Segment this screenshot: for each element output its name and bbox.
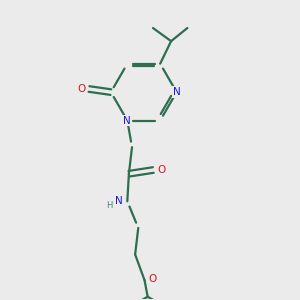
Text: N: N: [173, 87, 181, 97]
Text: N: N: [115, 196, 122, 206]
Text: N: N: [123, 116, 131, 126]
Text: O: O: [77, 84, 85, 94]
Text: H: H: [106, 200, 112, 209]
Text: O: O: [148, 274, 157, 284]
Text: O: O: [157, 165, 165, 175]
